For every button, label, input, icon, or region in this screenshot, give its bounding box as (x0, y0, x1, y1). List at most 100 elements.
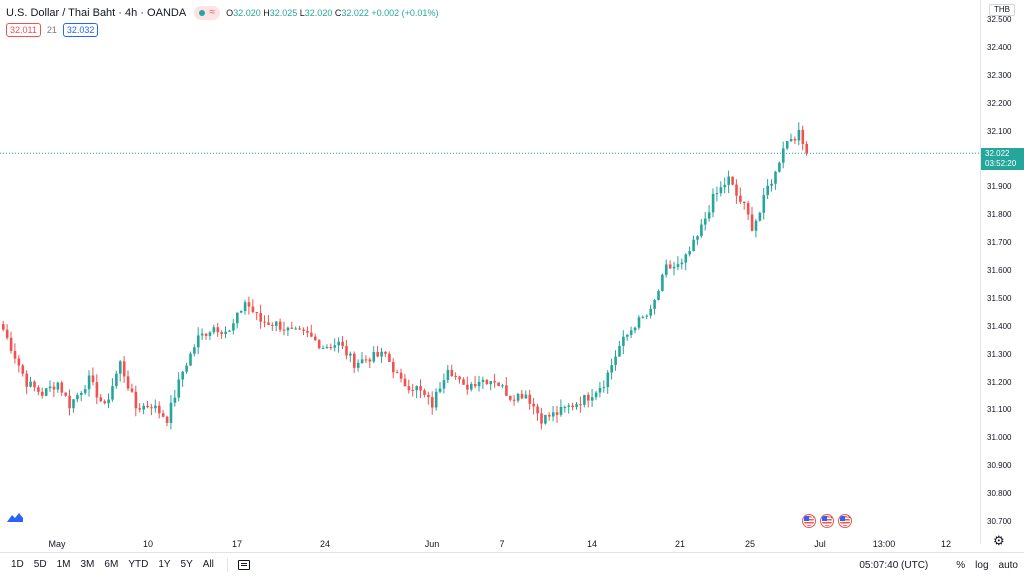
candle (801, 125, 805, 151)
candle (735, 179, 738, 204)
range-5d-button[interactable]: 5D (33, 559, 47, 570)
interval-label[interactable]: 4h (125, 7, 138, 19)
candle (672, 261, 676, 276)
candle (606, 370, 610, 394)
candle (368, 357, 372, 368)
exchange-label: OANDA (147, 7, 187, 19)
candle (193, 344, 196, 357)
time-tick-label: 12 (940, 539, 952, 549)
candle (239, 310, 243, 314)
candle (91, 367, 95, 386)
candle (76, 392, 79, 403)
candle (56, 381, 60, 393)
candle (310, 324, 313, 338)
time-axis[interactable]: May 10 17 24 Jun 7 14 21 25 Jul 13:00 12 (0, 530, 980, 550)
time-tick-label: Jun (424, 539, 440, 549)
candle (610, 358, 613, 380)
candle (236, 312, 239, 329)
candle (629, 326, 633, 339)
range-all-button[interactable]: All (202, 559, 214, 570)
candle (575, 402, 578, 410)
candle (793, 136, 797, 145)
candle (228, 329, 231, 332)
chart-settings-gear-icon[interactable]: ⚙ (993, 533, 1005, 548)
range-3m-button[interactable]: 3M (80, 559, 95, 570)
range-6m-button[interactable]: 6M (104, 559, 119, 570)
price-tick-label: 30.900 (987, 461, 1012, 471)
currency-label[interactable]: THB (989, 4, 1015, 16)
candle (551, 405, 555, 422)
candle (122, 356, 126, 383)
candle (431, 391, 434, 415)
market-status-button[interactable]: ≈ (194, 6, 221, 20)
us-flag-event-icon[interactable]: 3 (820, 514, 834, 528)
us-flag-event-icon[interactable]: 7 (802, 514, 816, 528)
symbol-name[interactable]: U.S. Dollar / Thai Baht (6, 7, 116, 19)
candle (743, 201, 746, 210)
candle (524, 390, 528, 399)
candle (754, 218, 758, 238)
candle (298, 325, 301, 331)
candle (107, 393, 110, 409)
candle (341, 336, 344, 350)
candle (185, 362, 188, 374)
bottom-toolbar: 1D 5D 1M 3M 6M YTD 1Y 5Y All 05:07:40 (U… (0, 552, 1024, 576)
utc-clock[interactable]: 05:07:40 (UTC) (859, 559, 929, 571)
time-tick-label: 25 (744, 539, 756, 549)
range-1d-button[interactable]: 1D (11, 559, 24, 570)
price-axis[interactable]: THB 32.50032.40032.30032.20032.10032.000… (980, 0, 1024, 544)
time-tick-label: 10 (142, 539, 154, 549)
range-5y-button[interactable]: 5Y (180, 559, 193, 570)
buy-price-button[interactable]: 32.032 (62, 23, 99, 37)
candle (119, 360, 122, 382)
price-tick-label: 31.500 (987, 293, 1012, 303)
tradingview-logo-icon[interactable] (7, 512, 23, 522)
candle (95, 374, 99, 405)
candle (559, 399, 563, 417)
candle (653, 299, 656, 315)
candle (60, 380, 64, 396)
candle (333, 338, 337, 352)
candle (427, 391, 430, 405)
percent-scale-toggle[interactable]: % (956, 559, 966, 571)
candle (633, 326, 637, 334)
candle (778, 161, 781, 173)
candle (766, 179, 769, 200)
range-1m-button[interactable]: 1M (56, 559, 71, 570)
candle (641, 315, 645, 319)
candle (392, 358, 395, 379)
candle (275, 321, 278, 332)
candle (622, 330, 625, 355)
chart-pane[interactable]: U.S. Dollar / Thai Baht · 4h · OANDA ≈ O… (0, 0, 980, 544)
candle (232, 319, 235, 335)
candle (626, 333, 629, 341)
log-scale-toggle[interactable]: log (975, 559, 989, 571)
candle (17, 355, 21, 373)
candle (267, 314, 270, 326)
candle (668, 260, 672, 269)
go-to-date-icon[interactable] (237, 559, 250, 570)
candle (154, 399, 157, 413)
candle (29, 376, 32, 388)
candle (579, 396, 582, 413)
us-flag-event-icon[interactable]: 8 (838, 514, 852, 528)
candle (762, 188, 766, 220)
candle (189, 351, 192, 367)
candle (715, 186, 719, 202)
candle (181, 370, 184, 387)
change-value: +0.002 (+0.01%) (371, 8, 439, 18)
candle (746, 200, 750, 221)
candle (384, 351, 387, 358)
auto-scale-toggle[interactable]: auto (998, 559, 1018, 571)
range-ytd-button[interactable]: YTD (128, 559, 149, 570)
candle (723, 177, 727, 194)
candle (64, 392, 67, 397)
candle (255, 312, 259, 321)
sell-price-button[interactable]: 32.011 (6, 23, 41, 37)
candle (563, 405, 567, 413)
candle (200, 328, 204, 340)
range-1y-button[interactable]: 1Y (158, 559, 171, 570)
candle (450, 364, 454, 377)
candle (115, 370, 118, 389)
price-chart[interactable] (0, 0, 980, 544)
